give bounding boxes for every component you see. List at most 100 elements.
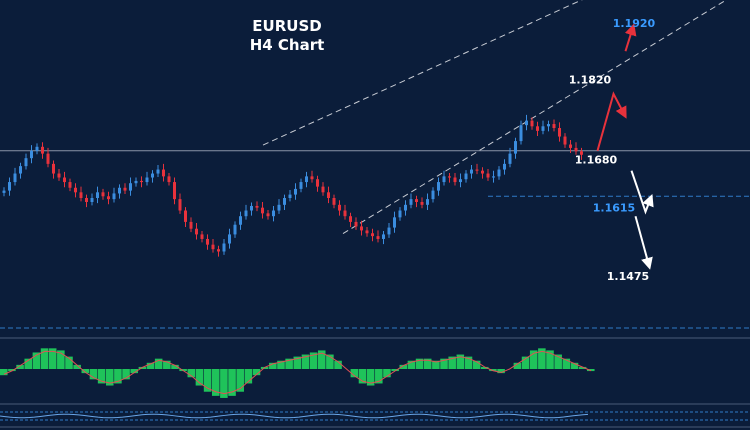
candle-body-5 xyxy=(30,150,33,159)
candle-body-101 xyxy=(558,128,561,137)
osc-bar-27 xyxy=(220,369,228,398)
candle-body-24 xyxy=(134,180,138,184)
candle-body-65 xyxy=(360,226,363,231)
candle-body-55 xyxy=(305,176,308,183)
osc-bar-5 xyxy=(40,348,49,369)
candle-body-95 xyxy=(525,120,528,126)
osc-bar-21 xyxy=(171,364,179,369)
osc-bar-70 xyxy=(570,362,579,369)
oscillator-histogram xyxy=(0,348,595,398)
candle-body-14 xyxy=(79,192,83,198)
candle-body-38 xyxy=(211,244,215,250)
osc-bar-69 xyxy=(562,358,571,369)
candle-body-54 xyxy=(299,182,303,189)
candle-body-39 xyxy=(217,249,220,252)
candle-body-66 xyxy=(365,230,369,234)
candle-body-98 xyxy=(541,126,545,131)
candle-body-35 xyxy=(195,228,198,235)
osc-bar-13 xyxy=(105,369,114,386)
candle-body-11 xyxy=(63,177,66,183)
osc-bar-18 xyxy=(146,362,155,369)
candle-body-57 xyxy=(316,179,319,187)
osc-bar-63 xyxy=(513,362,522,369)
osc-bar-6 xyxy=(48,348,57,369)
lower-indicator-line xyxy=(0,413,589,419)
osc-bar-9 xyxy=(73,364,81,369)
osc-bar-54 xyxy=(440,358,448,369)
osc-bar-4 xyxy=(32,352,41,369)
candle-body-28 xyxy=(156,169,160,174)
candle-body-90 xyxy=(497,169,501,177)
candle-body-62 xyxy=(343,210,347,217)
candle-body-27 xyxy=(151,173,154,178)
candle-body-73 xyxy=(404,204,407,211)
osc-bar-35 xyxy=(285,358,293,369)
candle-body-46 xyxy=(255,205,259,208)
osc-bar-38 xyxy=(309,352,318,369)
projection-arrows xyxy=(596,23,654,270)
osc-bar-66 xyxy=(538,348,546,369)
candle-body-48 xyxy=(266,213,270,217)
candle-body-33 xyxy=(184,210,187,222)
chart-title: EURUSD xyxy=(252,17,321,35)
candle-body-40 xyxy=(222,243,226,252)
price-label-1.1920: 1.1920 xyxy=(613,17,656,30)
osc-bar-16 xyxy=(130,369,138,374)
osc-bar-48 xyxy=(391,369,399,372)
price-label-1.1475: 1.1475 xyxy=(607,270,649,283)
candle-body-17 xyxy=(96,192,99,198)
osc-bar-72 xyxy=(587,369,595,372)
osc-bar-43 xyxy=(350,369,359,378)
candle-body-20 xyxy=(112,193,116,200)
osc-bar-31 xyxy=(252,369,261,376)
candle-body-42 xyxy=(233,224,237,235)
osc-bar-57 xyxy=(464,356,473,369)
osc-bar-52 xyxy=(423,358,432,369)
osc-bar-65 xyxy=(529,350,538,369)
candle-body-16 xyxy=(90,198,94,202)
candle-body-44 xyxy=(244,210,248,217)
candle-body-97 xyxy=(536,126,539,131)
osc-bar-47 xyxy=(383,369,391,378)
candle-body-19 xyxy=(107,196,110,200)
osc-bar-28 xyxy=(228,369,236,396)
candle-body-69 xyxy=(382,234,385,239)
white-arrow-second-leg xyxy=(634,215,653,270)
candle-body-92 xyxy=(508,153,512,164)
osc-bar-14 xyxy=(114,369,122,384)
candle-body-70 xyxy=(387,227,391,235)
candle-body-30 xyxy=(167,176,171,183)
candle-body-67 xyxy=(371,233,374,237)
candle-body-88 xyxy=(486,173,490,178)
candle-body-23 xyxy=(129,183,132,191)
candle-body-47 xyxy=(261,207,264,214)
candle-body-34 xyxy=(189,221,193,229)
candle-body-100 xyxy=(552,124,556,129)
osc-bar-30 xyxy=(244,369,253,384)
candle-body-18 xyxy=(101,192,105,197)
osc-bar-29 xyxy=(236,369,244,392)
candlestick-series xyxy=(2,114,583,257)
white-arrow-first-leg xyxy=(630,170,654,215)
candle-body-105 xyxy=(580,151,583,155)
osc-bar-34 xyxy=(277,360,285,369)
candle-body-83 xyxy=(459,179,462,183)
osc-bar-71 xyxy=(578,366,587,369)
candle-body-72 xyxy=(398,210,402,218)
candle-body-31 xyxy=(173,182,176,200)
candle-body-7 xyxy=(41,146,44,154)
osc-bar-40 xyxy=(326,354,334,369)
candle-body-64 xyxy=(354,221,358,227)
osc-bar-12 xyxy=(97,369,106,384)
candle-body-89 xyxy=(492,176,495,178)
candle-body-58 xyxy=(321,186,325,193)
candle-body-84 xyxy=(464,173,468,180)
candle-body-78 xyxy=(431,190,435,200)
osc-bar-25 xyxy=(203,369,212,392)
osc-bar-1 xyxy=(8,369,16,372)
osc-signal-line xyxy=(3,350,592,395)
candle-body-2 xyxy=(13,173,17,183)
candle-body-13 xyxy=(74,187,77,193)
